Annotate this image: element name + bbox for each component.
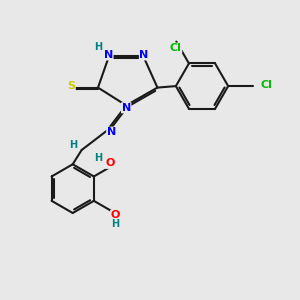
Text: N: N xyxy=(140,50,149,60)
Text: Cl: Cl xyxy=(170,43,182,53)
Text: H: H xyxy=(111,219,119,229)
Text: H: H xyxy=(69,140,77,150)
Text: H: H xyxy=(94,153,103,163)
Text: Cl: Cl xyxy=(261,80,273,90)
Text: N: N xyxy=(122,103,131,113)
Text: S: S xyxy=(67,81,75,91)
Text: O: O xyxy=(111,210,120,220)
Text: N: N xyxy=(107,127,116,137)
Text: O: O xyxy=(106,158,115,168)
Text: N: N xyxy=(104,50,113,60)
Text: H: H xyxy=(94,42,102,52)
